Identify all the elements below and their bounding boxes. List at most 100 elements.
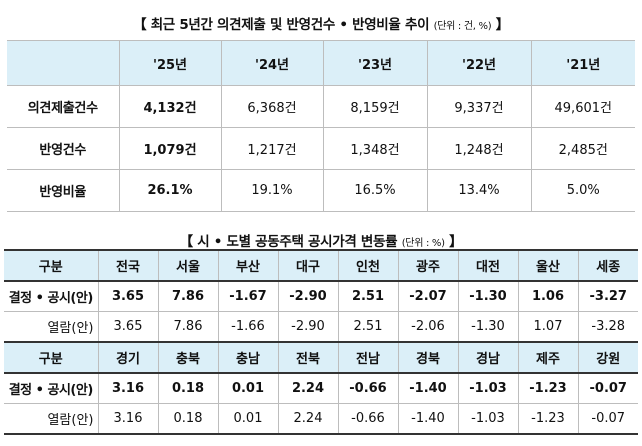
header-label: 구분 bbox=[4, 249, 99, 282]
region-header: 제주 bbox=[517, 341, 579, 374]
table1-header-row: '25년 '24년 '23년 '22년 '21년 bbox=[7, 40, 635, 86]
row-label: 반영건수 bbox=[7, 127, 120, 170]
table2-header-row: 구분 전국 서울 부산 대구 인천 광주 대전 울산 세종 bbox=[4, 249, 638, 282]
row-label: 반영비율 bbox=[7, 169, 120, 212]
region-header: 대전 bbox=[457, 249, 519, 282]
year-header: '21년 bbox=[530, 40, 635, 86]
table-cell: -1.23 bbox=[517, 403, 579, 435]
table2-header-row: 구분 경기 충북 충남 전북 전남 경북 경남 제주 강원 bbox=[4, 341, 638, 374]
table-cell: -2.07 bbox=[397, 280, 459, 312]
table2-unit: (단위 : %) bbox=[401, 238, 445, 249]
table-cell: -0.07 bbox=[577, 372, 638, 404]
table-cell: -1.40 bbox=[397, 403, 459, 435]
table-cell: 19.1% bbox=[220, 169, 324, 212]
region-header: 경북 bbox=[397, 341, 459, 374]
table-cell: 3.65 bbox=[97, 311, 159, 343]
table-cell: 7.86 bbox=[157, 280, 219, 312]
table-cell: -1.30 bbox=[457, 311, 519, 343]
region-header: 대구 bbox=[277, 249, 339, 282]
region-header: 전국 bbox=[97, 249, 159, 282]
table-row: 반영건수 1,079건 1,217건 1,348건 1,248건 2,485건 bbox=[7, 127, 635, 170]
table-cell: 0.18 bbox=[157, 403, 219, 435]
table-cell: -1.66 bbox=[217, 311, 279, 343]
table1-title-text: 최근 5년간 의견제출 및 반영건수 • 반영비율 추이 bbox=[150, 17, 430, 33]
table-row: 열람(안) 3.16 0.18 0.01 2.24 -0.66 -1.40 -1… bbox=[4, 403, 638, 435]
region-header: 서울 bbox=[157, 249, 219, 282]
row-label: 열람(안) bbox=[4, 403, 99, 435]
table1-title: 【 최근 5년간 의견제출 및 반영건수 • 반영비율 추이 (단위 : 건, … bbox=[0, 13, 642, 33]
table-cell: 0.18 bbox=[157, 372, 219, 404]
title-open-bracket: 【 bbox=[179, 234, 194, 250]
region-header: 충남 bbox=[217, 341, 279, 374]
year-header: '23년 bbox=[322, 40, 428, 86]
table1-unit: (단위 : 건, %) bbox=[433, 21, 492, 32]
table-cell: 7.86 bbox=[157, 311, 219, 343]
table-cell: 3.16 bbox=[97, 372, 159, 404]
table-cell: 1,348건 bbox=[322, 127, 428, 170]
region-header: 울산 bbox=[517, 249, 579, 282]
year-header: '25년 bbox=[118, 40, 222, 86]
table-row: 열람(안) 3.65 7.86 -1.66 -2.90 2.51 -2.06 -… bbox=[4, 311, 638, 343]
table-cell: 3.16 bbox=[97, 403, 159, 435]
table-cell: -0.66 bbox=[337, 372, 399, 404]
table-cell: 0.01 bbox=[217, 372, 279, 404]
table-row: 결정 • 공시(안) 3.16 0.18 0.01 2.24 -0.66 -1.… bbox=[4, 372, 638, 404]
table-cell: -1.40 bbox=[397, 372, 459, 404]
table-row: 의견제출건수 4,132건 6,368건 8,159건 9,337건 49,60… bbox=[7, 85, 635, 128]
table2-title-text: 시 • 도별 공동주택 공시가격 변동률 bbox=[197, 234, 398, 250]
table-cell: -0.07 bbox=[577, 403, 638, 435]
table-cell: 26.1% bbox=[118, 169, 222, 212]
row-label: 열람(안) bbox=[4, 311, 99, 343]
region-header: 강원 bbox=[577, 341, 638, 374]
title-open-bracket: 【 bbox=[133, 17, 147, 33]
table-cell: 2.24 bbox=[277, 372, 339, 404]
row-label: 의견제출건수 bbox=[7, 85, 120, 128]
table-cell: 2,485건 bbox=[530, 127, 635, 170]
table-cell: 2.51 bbox=[337, 280, 399, 312]
year-header: '22년 bbox=[426, 40, 532, 86]
title-close-bracket: 】 bbox=[449, 234, 463, 250]
region-header: 광주 bbox=[397, 249, 459, 282]
region-header: 부산 bbox=[217, 249, 279, 282]
table-cell: 1,217건 bbox=[220, 127, 324, 170]
table-cell: -1.03 bbox=[457, 403, 519, 435]
region-header: 인천 bbox=[337, 249, 399, 282]
table-cell: 1.06 bbox=[517, 280, 579, 312]
region-header: 충북 bbox=[157, 341, 219, 374]
title-close-bracket: 】 bbox=[495, 17, 510, 33]
table-cell: 13.4% bbox=[426, 169, 532, 212]
header-label: 구분 bbox=[4, 341, 99, 374]
table-cell: 2.51 bbox=[337, 311, 399, 343]
table-cell: -1.23 bbox=[517, 372, 579, 404]
opinion-trend-table: '25년 '24년 '23년 '22년 '21년 의견제출건수 4,132건 6… bbox=[7, 40, 635, 212]
table-cell: -3.27 bbox=[577, 280, 638, 312]
table-cell: -2.90 bbox=[277, 311, 339, 343]
table-cell: 3.65 bbox=[97, 280, 159, 312]
row-label: 결정 • 공시(안) bbox=[4, 280, 99, 312]
table-cell: 16.5% bbox=[322, 169, 428, 212]
table-cell: 1.07 bbox=[517, 311, 579, 343]
table-cell: -1.03 bbox=[457, 372, 519, 404]
table-cell: 1,079건 bbox=[118, 127, 222, 170]
table-cell: 5.0% bbox=[530, 169, 635, 212]
table-cell: 0.01 bbox=[217, 403, 279, 435]
table-cell: 4,132건 bbox=[118, 85, 222, 128]
table-cell: -0.66 bbox=[337, 403, 399, 435]
region-header: 세종 bbox=[577, 249, 638, 282]
region-header: 경기 bbox=[97, 341, 159, 374]
table-cell: -2.90 bbox=[277, 280, 339, 312]
table-cell: 49,601건 bbox=[530, 85, 635, 128]
table-row: 반영비율 26.1% 19.1% 16.5% 13.4% 5.0% bbox=[7, 169, 635, 212]
table-cell: -1.67 bbox=[217, 280, 279, 312]
table-cell: -1.30 bbox=[457, 280, 519, 312]
year-header: '24년 bbox=[220, 40, 324, 86]
table-cell: 8,159건 bbox=[322, 85, 428, 128]
regional-price-change-table: 구분 전국 서울 부산 대구 인천 광주 대전 울산 세종 결정 • 공시(안)… bbox=[4, 249, 638, 435]
table-cell: 1,248건 bbox=[426, 127, 532, 170]
table-cell: 9,337건 bbox=[426, 85, 532, 128]
region-header: 경남 bbox=[457, 341, 519, 374]
region-header: 전남 bbox=[337, 341, 399, 374]
table2-title: 【 시 • 도별 공동주택 공시가격 변동률 (단위 : %) 】 bbox=[0, 230, 642, 250]
table1-corner-cell bbox=[7, 40, 120, 86]
table-row: 결정 • 공시(안) 3.65 7.86 -1.67 -2.90 2.51 -2… bbox=[4, 280, 638, 312]
